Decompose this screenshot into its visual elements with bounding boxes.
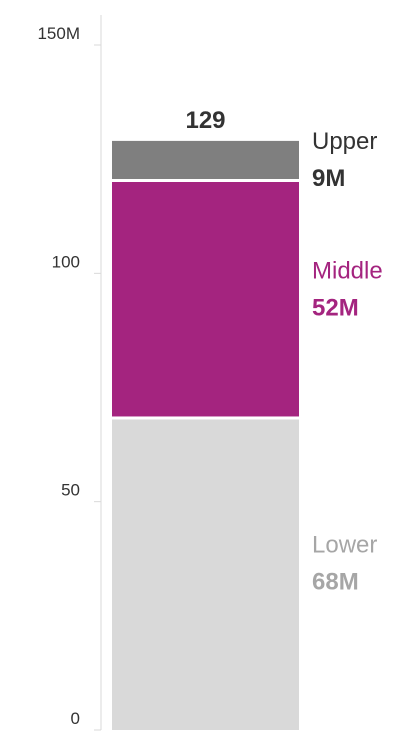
y-tick-label: 150M: [37, 24, 80, 43]
segment-value-label: 52M: [312, 295, 359, 322]
segment-name-label: Upper: [312, 128, 377, 155]
bar-segment-middle: [112, 182, 299, 417]
segment-name-label: Middle: [312, 258, 383, 285]
segment-value-label: 68M: [312, 569, 359, 596]
segment-name-label: Lower: [312, 532, 377, 559]
y-tick-label: 0: [71, 709, 80, 728]
bar-segment-upper: [112, 140, 299, 179]
segment-value-label: 9M: [312, 165, 345, 192]
bar-total-label: 129: [185, 107, 225, 134]
y-tick-label: 50: [61, 481, 80, 500]
y-tick-label: 100: [52, 252, 80, 271]
bar-segment-lower: [112, 419, 299, 730]
